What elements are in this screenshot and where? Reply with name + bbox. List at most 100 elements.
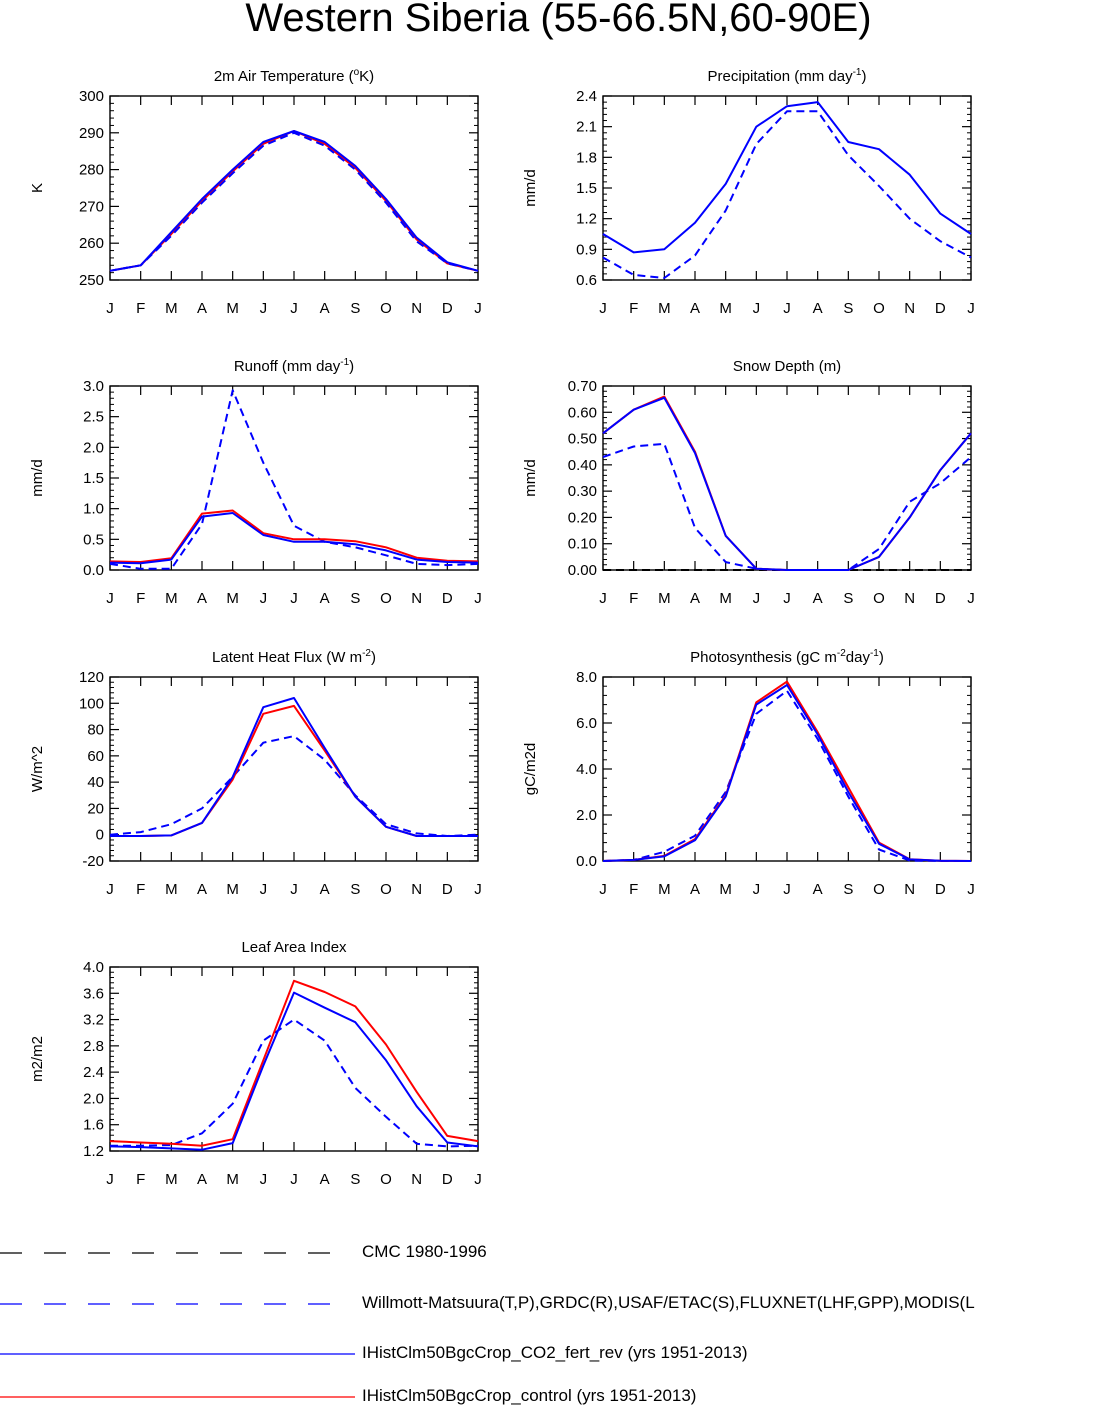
legend-item-control: IHistClm50BgcCrop_control (yrs 1951-2013… xyxy=(0,1381,1117,1411)
y-tick-label: 0.30 xyxy=(568,483,597,500)
y-tick-label: 0.6 xyxy=(576,272,597,289)
x-tick-label: N xyxy=(904,300,915,317)
series-line-obs xyxy=(109,131,479,272)
x-tick-label: M xyxy=(658,300,671,317)
x-tick-label: F xyxy=(629,881,638,898)
x-tick-label: N xyxy=(411,300,422,317)
x-tick-label: J xyxy=(106,590,114,607)
x-tick-label: D xyxy=(442,1171,453,1188)
legend-line-swatch xyxy=(0,1396,355,1398)
x-tick-label: S xyxy=(350,881,360,898)
x-tick-label: F xyxy=(136,300,145,317)
y-tick-label: 0.50 xyxy=(568,431,597,448)
x-tick-label: J xyxy=(290,1171,298,1188)
x-tick-label: J xyxy=(783,590,791,607)
y-tick-label: 1.0 xyxy=(83,501,104,518)
x-tick-label: A xyxy=(197,590,207,607)
x-tick-label: J xyxy=(290,590,298,607)
x-tick-label: M xyxy=(165,590,178,607)
y-tick-label: 4.0 xyxy=(576,761,597,778)
x-tick-label: J xyxy=(106,1171,114,1188)
legend-item-co2-fert-rev: IHistClm50BgcCrop_CO2_fert_rev (yrs 1951… xyxy=(0,1338,1117,1368)
plot-frame xyxy=(109,95,479,281)
x-tick-label: S xyxy=(843,590,853,607)
x-tick-label: J xyxy=(106,300,114,317)
x-tick-label: S xyxy=(350,1171,360,1188)
x-tick-label: J xyxy=(599,590,607,607)
y-tick-label: 0.10 xyxy=(568,536,597,553)
chart-title: Snow Depth (m) xyxy=(733,358,841,375)
legend-label: IHistClm50BgcCrop_control (yrs 1951-2013… xyxy=(362,1386,697,1405)
series-line-obs xyxy=(602,110,972,279)
x-tick-label: A xyxy=(813,590,823,607)
x-tick-label: J xyxy=(967,881,975,898)
x-tick-label: J xyxy=(967,590,975,607)
x-tick-label: J xyxy=(967,300,975,317)
series-line-control xyxy=(602,680,972,862)
y-tick-label: 1.6 xyxy=(83,1117,104,1134)
x-tick-label: M xyxy=(165,1171,178,1188)
legend-item-observations: Willmott-Matsuura(T,P),GRDC(R),USAF/ETAC… xyxy=(0,1288,1117,1318)
x-tick-label: A xyxy=(320,590,330,607)
y-tick-label: 0.9 xyxy=(576,241,597,258)
y-tick-label: 0.60 xyxy=(568,404,597,421)
chart-panel-2: Precipitation (mm day-1) mm/d 0.6 0.9 1.2 1.5… xyxy=(522,67,975,317)
y-tick-label: 290 xyxy=(79,125,104,142)
x-tick-label: M xyxy=(226,590,239,607)
x-tick-label: A xyxy=(690,590,700,607)
x-tick-label: A xyxy=(690,300,700,317)
chart-title: 2m Air Temperature (oK) xyxy=(214,67,374,85)
x-tick-label: J xyxy=(260,300,268,317)
x-tick-label: M xyxy=(226,300,239,317)
x-tick-label: M xyxy=(165,881,178,898)
x-tick-label: O xyxy=(873,300,885,317)
x-tick-label: J xyxy=(753,590,761,607)
series-line-control xyxy=(110,704,478,837)
y-tick-label: 6.0 xyxy=(576,715,597,732)
y-tick-label: 0 xyxy=(96,827,104,844)
y-tick-label: 1.5 xyxy=(576,180,597,197)
charts-area: 2m Air Temperature (oK) K 250 260 270 280 290 3… xyxy=(29,67,975,1188)
y-axis-label: K xyxy=(29,183,46,193)
x-tick-label: S xyxy=(350,590,360,607)
x-tick-label: F xyxy=(136,590,145,607)
x-tick-label: N xyxy=(904,881,915,898)
x-tick-label: O xyxy=(380,590,392,607)
y-tick-label: 2.4 xyxy=(83,1064,104,1081)
y-tick-label: 2.0 xyxy=(83,1090,104,1107)
x-tick-label: D xyxy=(935,300,946,317)
y-axis-label: mm/d xyxy=(522,169,539,207)
chart-title: Photosynthesis (gC m-2day-1) xyxy=(690,648,884,666)
chart-panel-6: Photosynthesis (gC m-2day-1) gC/m2d 0.0 2.0… xyxy=(522,648,975,898)
x-tick-label: J xyxy=(753,300,761,317)
plot-frame xyxy=(602,676,972,862)
chart-title: Latent Heat Flux (W m-2) xyxy=(212,648,376,666)
x-tick-label: A xyxy=(320,300,330,317)
y-tick-label: 0.20 xyxy=(568,509,597,526)
y-tick-label: 100 xyxy=(79,695,104,712)
series-line-control xyxy=(109,130,479,272)
x-tick-label: J xyxy=(260,1171,268,1188)
x-tick-label: M xyxy=(719,881,732,898)
x-tick-label: A xyxy=(320,1171,330,1188)
x-tick-label: J xyxy=(599,300,607,317)
series-line-co2-fert-rev xyxy=(602,684,972,862)
series-line-control xyxy=(109,979,479,1147)
legend-label: CMC 1980-1996 xyxy=(362,1242,487,1261)
x-tick-label: N xyxy=(411,590,422,607)
y-tick-label: 2.4 xyxy=(576,88,597,105)
x-tick-label: A xyxy=(197,300,207,317)
x-tick-label: D xyxy=(935,590,946,607)
x-tick-label: O xyxy=(873,590,885,607)
y-tick-label: 60 xyxy=(87,748,104,765)
x-tick-label: M xyxy=(719,590,732,607)
x-tick-label: J xyxy=(106,881,114,898)
x-tick-label: M xyxy=(226,1171,239,1188)
y-axis-label: m2/m2 xyxy=(29,1036,46,1082)
y-tick-label: 2.0 xyxy=(83,439,104,456)
chart-title: Leaf Area Index xyxy=(241,939,347,956)
x-tick-label: D xyxy=(442,881,453,898)
y-tick-label: 1.2 xyxy=(576,211,597,228)
y-tick-label: 4.0 xyxy=(83,959,104,976)
x-tick-label: A xyxy=(197,881,207,898)
